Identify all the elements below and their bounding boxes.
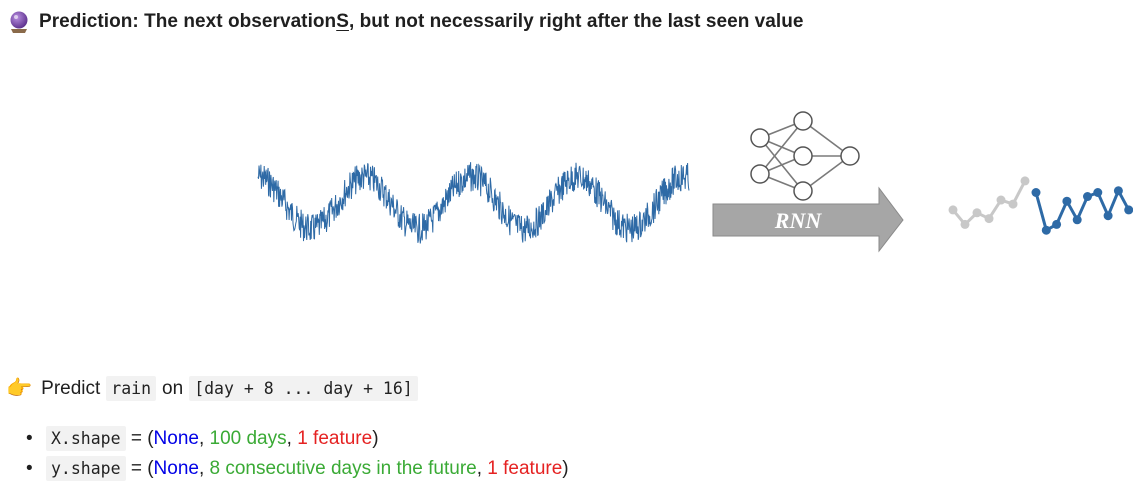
past-observation-point <box>948 205 958 215</box>
y-steps: 8 consecutive days in the future <box>209 458 477 479</box>
rnn-arrow-shape <box>712 186 904 253</box>
rnn-arrow: RNN <box>712 186 904 253</box>
neural-network-icon <box>750 111 860 201</box>
on-label: on <box>162 377 184 399</box>
crystal-ball-icon <box>10 11 28 33</box>
future-prediction-point <box>1062 196 1072 206</box>
future-prediction-point <box>1113 186 1123 196</box>
rnn-arrow-label: RNN <box>774 208 823 233</box>
future-prediction-point <box>1124 205 1133 215</box>
future-prediction-point <box>1041 225 1051 235</box>
past-observation-point <box>960 219 970 229</box>
past-observation-point <box>996 195 1006 205</box>
future-prediction-point <box>1103 211 1113 221</box>
past-observation-point <box>1020 176 1030 186</box>
target-code: rain <box>106 376 157 401</box>
network-node <box>793 111 813 131</box>
network-node <box>793 146 813 166</box>
x-features: 1 feature <box>297 428 373 449</box>
title-row: Prediction: The next observationS, but n… <box>8 10 804 34</box>
y-features: 1 feature <box>487 458 563 479</box>
future-prediction-line <box>1034 187 1131 233</box>
future-prediction-point <box>1083 192 1092 202</box>
future-prediction-point <box>1072 215 1082 225</box>
future-prediction-point <box>1093 188 1103 197</box>
network-node <box>750 164 770 184</box>
past-observation-point <box>972 208 982 218</box>
predict-row: 👉 Predict rain on [day + 8 ... day + 16] <box>6 376 424 401</box>
past-observation-point <box>984 214 994 224</box>
pointing-hand-icon: 👉 <box>6 377 33 400</box>
page-title: Prediction: The next observationS, but n… <box>39 11 804 32</box>
future-predictions <box>1031 186 1133 235</box>
future-prediction-point <box>1031 188 1041 197</box>
noisy-time-series <box>257 162 690 244</box>
x-steps: 100 days <box>209 428 287 449</box>
title-emphasis: S <box>336 11 349 32</box>
batch-none: None <box>153 458 199 479</box>
past-observations <box>948 176 1030 229</box>
y-shape-code: y.shape <box>46 456 126 481</box>
past-observation-point <box>1008 199 1018 209</box>
x-shape-code: X.shape <box>46 426 126 451</box>
rnn-prediction-figure: RNN <box>257 111 1133 253</box>
network-node <box>840 146 860 166</box>
future-prediction-point <box>1052 219 1062 229</box>
list-item: y.shape = (None, 8 consecutive days in t… <box>26 454 569 484</box>
batch-none: None <box>153 428 199 449</box>
list-item: X.shape = (None, 100 days, 1 feature) <box>26 424 569 454</box>
predict-label: Predict <box>41 377 101 399</box>
network-node <box>793 181 813 201</box>
range-code: [day + 8 ... day + 16] <box>189 376 418 401</box>
shape-list: X.shape = (None, 100 days, 1 feature) y.… <box>24 424 569 484</box>
network-node <box>750 128 770 148</box>
